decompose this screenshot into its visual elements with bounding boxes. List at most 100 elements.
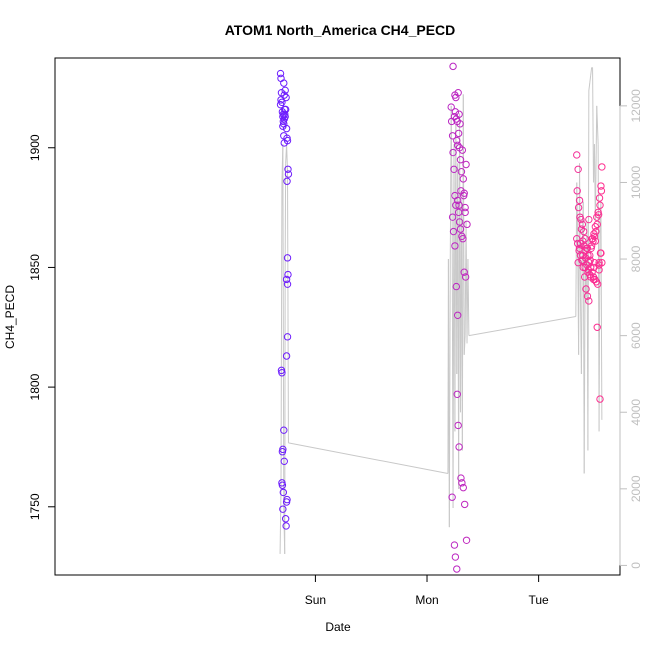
y2-tick-label: 4000: [629, 399, 643, 426]
line-segment: [286, 144, 289, 171]
x-tick-label: Tue: [529, 593, 550, 607]
y2-tick-label: 8000: [629, 245, 643, 272]
data-point: [583, 292, 592, 300]
data-point: [282, 352, 291, 360]
data-point: [454, 196, 462, 205]
line-segment: [288, 442, 449, 475]
data-point: [455, 218, 464, 226]
data-point: [456, 156, 465, 164]
data-point: [454, 129, 463, 138]
data-point: [576, 213, 584, 221]
data-point: [574, 165, 582, 173]
data-point: [586, 256, 594, 264]
data-point: [452, 93, 460, 102]
line-segment: [450, 105, 453, 221]
data-point: [573, 187, 581, 195]
line-segment: [287, 170, 289, 443]
x-tick-label: Mon: [415, 593, 438, 607]
data-point: [459, 483, 467, 492]
data-point: [281, 112, 289, 121]
data-point: [282, 522, 290, 530]
line-segment: [596, 105, 599, 145]
data-point: [283, 177, 291, 185]
data-point: [458, 146, 467, 154]
data-point: [448, 213, 457, 221]
data-point: [595, 194, 604, 202]
y2-tick-label: 6000: [629, 322, 643, 349]
data-point: [573, 239, 582, 248]
y-axis: 1750 1800 1850 1900: [28, 134, 56, 520]
data-point: [460, 500, 469, 509]
data-point: [452, 282, 461, 291]
data-point: [577, 225, 586, 233]
data-point: [582, 285, 590, 293]
data-point: [578, 256, 587, 264]
data-point: [461, 273, 470, 281]
data-point: [463, 220, 471, 229]
data-point: [593, 220, 601, 229]
y-axis-label: CH4_PECD: [3, 285, 17, 349]
line-segment: [576, 182, 579, 240]
data-point: [462, 536, 471, 544]
y2-axis: 0 2000 4000 6000 8000 10000 12000: [619, 89, 643, 569]
data-point: [278, 481, 287, 489]
y-tick-label: 1750: [28, 493, 42, 520]
data-point: [283, 136, 292, 145]
data-point: [573, 235, 581, 243]
data-point: [281, 515, 290, 523]
data-point: [453, 136, 461, 145]
chart-title: ATOM1 North_America CH4_PECD: [225, 22, 456, 38]
y-tick-label: 1850: [28, 254, 42, 281]
data-point: [581, 246, 589, 255]
data-point: [592, 227, 600, 236]
data-point: [455, 443, 463, 451]
data-point: [456, 120, 464, 128]
data-point: [283, 280, 292, 288]
data-point: [450, 165, 458, 173]
data-point: [594, 211, 603, 219]
data-point: [574, 258, 582, 267]
line-segment: [580, 239, 583, 374]
data-point: [598, 163, 606, 171]
data-point: [284, 165, 292, 173]
y2-tick-label: 0: [629, 562, 643, 569]
line-segment: [463, 335, 466, 355]
data-point: [461, 203, 469, 212]
line-segment: [467, 259, 470, 336]
line-segment: [579, 163, 581, 298]
y-tick-label: 1800: [28, 373, 42, 400]
data-point: [581, 235, 589, 243]
data-point: [459, 175, 467, 183]
x-axis: Sun Mon Tue: [305, 574, 550, 607]
x-axis-label: Date: [325, 620, 351, 634]
data-point: [591, 237, 600, 245]
y2-tick-label: 12000: [629, 89, 643, 123]
data-point: [283, 254, 292, 262]
data-point: [280, 426, 288, 434]
data-point: [597, 182, 605, 190]
data-point: [596, 395, 604, 403]
data-point: [447, 103, 455, 111]
line-segment: [588, 82, 591, 91]
data-point: [573, 151, 581, 159]
data-point: [585, 215, 593, 224]
line-layer: [279, 67, 603, 554]
data-point: [460, 191, 468, 200]
data-point: [458, 479, 466, 487]
data-point: [453, 390, 461, 398]
data-point: [452, 201, 460, 209]
data-point: [597, 249, 605, 257]
data-point: [583, 244, 592, 252]
data-point: [576, 239, 585, 248]
data-point: [451, 553, 460, 561]
data-point: [280, 91, 288, 99]
data-point: [278, 448, 287, 456]
line-segment: [590, 67, 593, 76]
data-point: [281, 105, 290, 114]
data-point: [283, 333, 292, 341]
data-point: [276, 100, 285, 109]
x-tick-label: Sun: [305, 593, 326, 607]
data-point: [595, 258, 603, 267]
data-point: [592, 278, 600, 286]
data-point: [282, 124, 291, 133]
